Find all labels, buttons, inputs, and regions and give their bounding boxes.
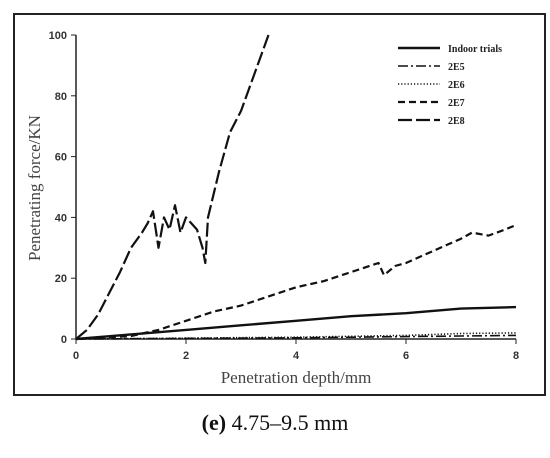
series-line-2e7 [75, 223, 517, 341]
y-tick-label: 20 [55, 273, 67, 285]
legend: Indoor trials 2E5 2E6 2E7 2E8 [398, 44, 502, 127]
chart-frame [13, 13, 546, 396]
y-tick-label: 40 [55, 212, 67, 224]
y-tick-label: 0 [61, 334, 67, 346]
ticks: 0 20 40 60 80 100 0 2 4 6 8 [49, 30, 519, 362]
series-line-2e6 [75, 332, 517, 340]
series-line-2e5 [75, 334, 517, 340]
legend-label: 2E7 [448, 98, 465, 109]
chart: 0 20 40 60 80 100 0 2 4 6 8 Indoor trials 2E5 2E6 2E7… [13, 13, 546, 396]
y-tick-label: 60 [55, 152, 67, 164]
x-tick-label: 0 [73, 350, 79, 362]
legend-label: 2E6 [448, 80, 465, 91]
series-line-indoor-trials [75, 305, 517, 341]
series-line-2e8 [75, 34, 270, 340]
legend-label: 2E8 [448, 116, 465, 127]
legend-label: Indoor trials [448, 44, 502, 55]
panel-label: (e) [201, 410, 227, 435]
x-tick-label: 2 [183, 350, 189, 362]
caption-text: 4.75–9.5 mm [231, 410, 349, 435]
x-tick-label: 6 [403, 350, 409, 362]
legend-label: 2E5 [448, 62, 465, 73]
x-tick-label: 8 [513, 350, 519, 362]
x-axis-title: Penetration depth/mm [221, 368, 372, 387]
x-tick-label: 4 [293, 350, 300, 362]
series-group [75, 34, 517, 341]
y-tick-label: 80 [55, 91, 67, 103]
y-axis-title: Penetrating force/KN [25, 115, 44, 261]
y-tick-label: 100 [49, 30, 67, 42]
figure-caption: (e) 4.75–9.5 mm [0, 410, 550, 436]
